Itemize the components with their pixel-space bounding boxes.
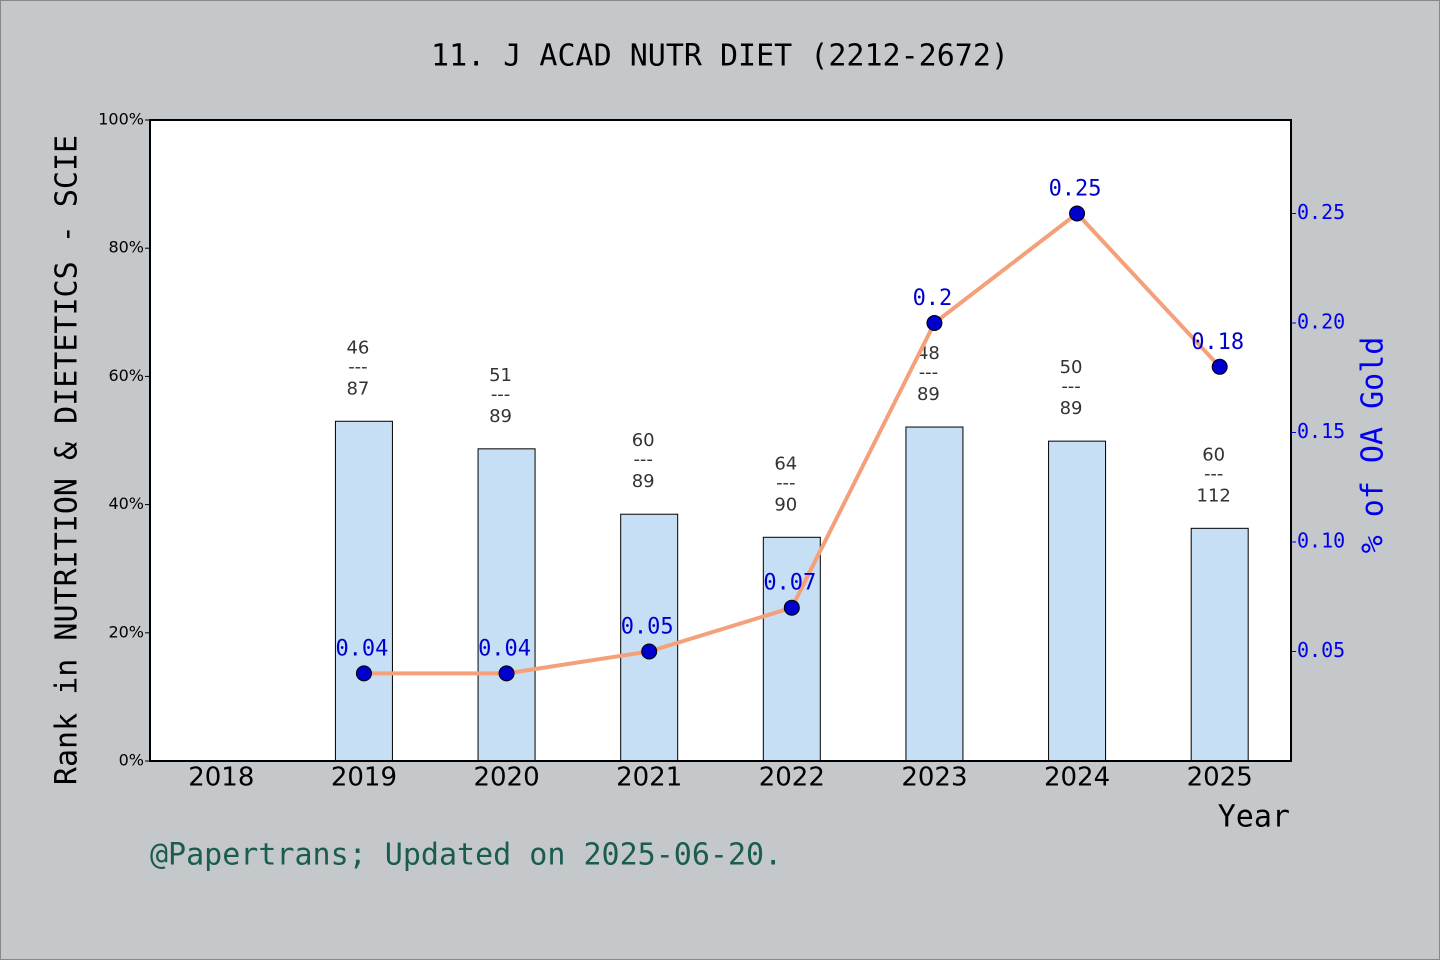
bar-label: --- xyxy=(1204,463,1224,484)
bar-label: --- xyxy=(1061,376,1081,397)
bar xyxy=(762,536,821,762)
bar-label: 87 xyxy=(346,378,369,399)
point-label: 0.2 xyxy=(913,286,953,311)
point xyxy=(926,315,943,332)
bar-label: --- xyxy=(491,384,511,405)
bar xyxy=(905,426,964,762)
x-tick-label: 2023 xyxy=(901,763,967,793)
y2-tick-label: 0.10 xyxy=(1297,529,1345,553)
point-label: 0.18 xyxy=(1191,330,1244,355)
bar-label: 90 xyxy=(774,494,797,515)
x-tick-label: 2019 xyxy=(331,763,397,793)
bar-label: 60 xyxy=(632,430,655,451)
x-tick-label: 2020 xyxy=(473,763,539,793)
y-tick-label: 100% xyxy=(98,110,144,129)
y-tick-label: 60% xyxy=(108,366,144,385)
bar xyxy=(334,420,393,762)
plot-area xyxy=(150,120,1291,761)
footer: @Papertrans; Updated on 2025-06-20. xyxy=(150,838,782,873)
bar-label: --- xyxy=(919,362,939,383)
bar-label: --- xyxy=(776,472,796,493)
y-tick-label: 20% xyxy=(108,622,144,641)
bar xyxy=(477,448,536,762)
y-tick-label: 80% xyxy=(108,238,144,257)
x-tick-label: 2024 xyxy=(1044,763,1110,793)
point xyxy=(641,643,658,660)
point xyxy=(1211,358,1228,375)
y2-axis-label: % of OA Gold xyxy=(1356,337,1391,554)
point-label: 0.07 xyxy=(763,571,816,596)
bar-label: 89 xyxy=(632,471,655,492)
bar-label: 64 xyxy=(774,453,797,474)
bar xyxy=(620,513,679,762)
y2-tick-label: 0.15 xyxy=(1297,419,1345,443)
bar-label: 50 xyxy=(1060,357,1083,378)
point-label: 0.04 xyxy=(335,636,388,661)
y2-tick-label: 0.05 xyxy=(1297,638,1345,662)
point-label: 0.25 xyxy=(1049,177,1102,202)
bar-label: 51 xyxy=(489,365,512,386)
bar-label: --- xyxy=(633,449,653,470)
x-axis-label: Year xyxy=(1218,800,1290,835)
y-tick-label: 40% xyxy=(108,494,144,513)
bar xyxy=(1048,440,1107,762)
x-tick-label: 2018 xyxy=(188,763,254,793)
point xyxy=(783,599,800,616)
y2-tick-label: 0.25 xyxy=(1297,200,1345,224)
point xyxy=(355,665,372,682)
bar xyxy=(1190,527,1249,762)
bar-label: --- xyxy=(348,356,368,377)
plot-frame xyxy=(149,119,1292,762)
y-tick-label: 0% xyxy=(119,751,144,770)
bar-label: 89 xyxy=(917,384,940,405)
y2-tick-label: 0.20 xyxy=(1297,310,1345,334)
y-axis-label: Rank in NUTRITION & DIETETICS - SCIE xyxy=(50,135,85,785)
point xyxy=(1069,205,1086,222)
point xyxy=(498,665,515,682)
bar-label: 46 xyxy=(346,337,369,358)
bar-label: 89 xyxy=(1060,398,1083,419)
point-label: 0.05 xyxy=(621,615,674,640)
x-tick-label: 2022 xyxy=(759,763,825,793)
point-label: 0.04 xyxy=(478,636,531,661)
x-tick-label: 2021 xyxy=(616,763,682,793)
bar-label: 89 xyxy=(489,406,512,427)
bar-label: 60 xyxy=(1202,444,1225,465)
x-tick-label: 2025 xyxy=(1187,763,1253,793)
chart-title: 11. J ACAD NUTR DIET (2212-2672) xyxy=(431,39,1009,74)
bar-label: 112 xyxy=(1197,485,1231,506)
